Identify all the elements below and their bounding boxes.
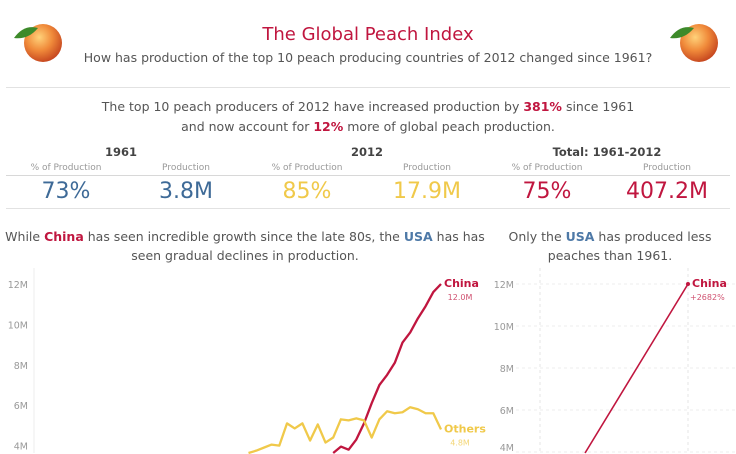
title-usa: USA [403, 229, 433, 244]
title-usa: USA [565, 229, 595, 244]
y-tick-label: 10M [8, 320, 28, 331]
title-text: seen gradual declines in production. [131, 248, 359, 263]
kpi-value-2012-prod: 17.9M [393, 179, 461, 204]
y-tick-label: 8M [500, 364, 514, 375]
production-line-chart: 4M 6M 8M 10M 12M China 12.0M Others 4.8M [8, 268, 486, 454]
summary-text: since 1961 [561, 99, 635, 114]
left-chart-title: While China has seen incredible growth s… [0, 227, 490, 265]
title-text: peaches than 1961. [547, 248, 673, 263]
kpi-value-2012-pct: 85% [282, 179, 332, 204]
kpi-group-2012: 2012 [350, 145, 383, 159]
y-tick-label: 12M [494, 280, 514, 291]
kpi-label: % of Production [30, 163, 102, 173]
growth-percent: 381% [523, 99, 562, 114]
kpi-group-1961: 1961 [104, 145, 137, 159]
y-tick-label: 10M [494, 322, 514, 333]
y-tick-label: 4M [14, 442, 28, 453]
kpi-label: % of Production [271, 163, 343, 173]
kpi-value-1961-pct: 73% [41, 179, 91, 204]
kpi-label: Production [403, 163, 451, 173]
right-chart-title: Only the USA has produced less peaches th… [490, 227, 730, 265]
y-tick-label: 6M [14, 401, 28, 412]
title-text: has produced less [594, 229, 712, 244]
share-percent: 12% [313, 119, 344, 134]
y-tick-label: 12M [8, 280, 28, 291]
end-value-label: 12.0M [448, 293, 473, 302]
summary-text: and now account for [181, 119, 314, 134]
kpi-label: Production [162, 163, 210, 173]
series-line-china [584, 283, 689, 454]
divider [6, 175, 730, 176]
kpi-value-total-prod: 407.2M [626, 179, 708, 204]
summary-text: The top 10 peach producers of 2012 have … [101, 99, 524, 114]
y-tick-label: 4M [500, 443, 514, 454]
slope-chart: 4M 6M 8M 10M 12M China +2682% [494, 268, 736, 454]
series-line-china [332, 283, 442, 454]
title-text: has has [432, 229, 485, 244]
kpi-value-total-pct: 75% [522, 179, 572, 204]
kpi-label: Production [643, 163, 691, 173]
series-label-china: China [444, 277, 479, 290]
peach-icon [666, 18, 718, 64]
divider [6, 208, 730, 209]
y-tick-label: 8M [14, 361, 28, 372]
divider [6, 87, 730, 88]
series-line-others [248, 406, 443, 454]
kpi-label: % of Production [511, 163, 583, 173]
title-text: Only the [508, 229, 566, 244]
series-label-others: Others [444, 422, 486, 435]
end-value-label: 4.8M [450, 438, 470, 447]
y-tick-label: 6M [500, 406, 514, 417]
kpi-group-total: Total: 1961-2012 [552, 145, 662, 159]
summary-text: more of global peach production. [343, 119, 555, 134]
kpi-value-1961-prod: 3.8M [159, 179, 213, 204]
title-text: While [5, 229, 45, 244]
title-text: has seen incredible growth since the lat… [83, 229, 404, 244]
change-label: +2682% [690, 293, 725, 302]
page-title: The Global Peach Index [262, 24, 474, 45]
summary-line-2: and now account for 12% more of global p… [0, 119, 736, 134]
series-point [686, 282, 690, 286]
series-label-china: China [692, 277, 727, 290]
peach-icon [10, 18, 62, 64]
summary-line-1: The top 10 peach producers of 2012 have … [0, 99, 736, 114]
page-subtitle: How has production of the top 10 peach p… [83, 50, 653, 65]
title-china: China [44, 229, 84, 244]
